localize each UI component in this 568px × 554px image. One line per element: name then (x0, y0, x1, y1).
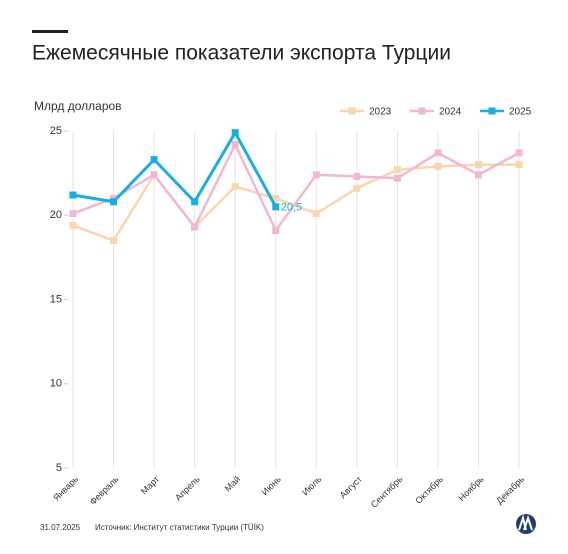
y-tick-label: 10 (50, 378, 62, 390)
marker (515, 149, 523, 157)
title-bar (32, 30, 68, 33)
marker (312, 210, 320, 218)
marker (191, 198, 199, 206)
chart-title: Ежемесячные показатели экспорта Турции (32, 42, 451, 65)
marker (69, 191, 77, 199)
series-line (72, 163, 520, 242)
marker (150, 156, 158, 164)
y-tick-label: 25 (50, 125, 62, 137)
marker (69, 221, 77, 229)
marker (393, 166, 401, 174)
marker (231, 183, 239, 191)
y-tick-label: 15 (50, 293, 62, 305)
series-line (72, 131, 278, 208)
marker (110, 237, 118, 245)
marker (272, 194, 280, 202)
marker (515, 161, 523, 169)
marker (353, 184, 361, 192)
marker (272, 203, 280, 211)
source: Источник: Институт статистики Турции (TÜ… (95, 523, 264, 532)
marker (231, 129, 239, 137)
y-axis-label: Млрд долларов (34, 99, 122, 113)
y-tick-label: 5 (56, 462, 62, 474)
marker (353, 172, 361, 180)
marker (272, 226, 280, 234)
marker (312, 171, 320, 179)
legend-marker (488, 107, 496, 115)
legend-marker (418, 107, 426, 115)
data-label: 20,5 (281, 202, 302, 214)
logo (516, 514, 536, 534)
marker (110, 198, 118, 206)
marker (69, 210, 77, 218)
marker (475, 161, 482, 169)
legend-marker (348, 107, 356, 115)
marker (191, 223, 199, 231)
legend-label: 2025 (509, 107, 532, 118)
date: 31.07.2025 (40, 523, 81, 532)
series-line (72, 143, 520, 232)
legend-label: 2024 (439, 107, 462, 118)
marker (231, 140, 239, 148)
marker (434, 149, 442, 157)
legend-label: 2023 (369, 107, 392, 118)
marker (434, 162, 442, 170)
marker (393, 174, 401, 182)
marker (150, 171, 158, 179)
y-tick-label: 20 (50, 209, 62, 221)
marker (475, 171, 482, 179)
